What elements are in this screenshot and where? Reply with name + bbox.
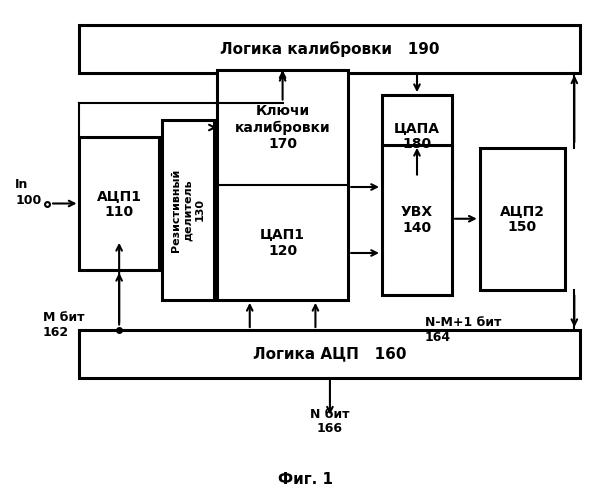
- Text: АЦП1
110: АЦП1 110: [97, 188, 142, 219]
- Bar: [79, 330, 580, 378]
- Bar: [382, 145, 452, 295]
- Text: Логика калибровки   190: Логика калибровки 190: [220, 41, 440, 56]
- Text: Резистивный
делитель
130: Резистивный делитель 130: [171, 168, 205, 252]
- Bar: [217, 70, 348, 300]
- Bar: [162, 120, 214, 300]
- Bar: [480, 148, 565, 290]
- Bar: [382, 95, 452, 178]
- Text: М бит
162: М бит 162: [43, 311, 84, 339]
- Bar: [79, 138, 159, 270]
- Text: ЦАП1
120: ЦАП1 120: [260, 228, 305, 258]
- Text: Ключи
калибровки
170: Ключи калибровки 170: [235, 104, 331, 151]
- Text: In
100: In 100: [15, 178, 42, 206]
- Bar: [79, 25, 580, 72]
- Text: УВХ
140: УВХ 140: [401, 205, 433, 235]
- Text: Фиг. 1: Фиг. 1: [278, 472, 333, 488]
- Text: АЦП2
150: АЦП2 150: [500, 204, 545, 234]
- Text: Логика АЦП   160: Логика АЦП 160: [253, 346, 407, 361]
- Text: ЦАПА
180: ЦАПА 180: [394, 121, 440, 152]
- Text: N бит
166: N бит 166: [310, 408, 349, 436]
- Text: N-M+1 бит
164: N-M+1 бит 164: [425, 316, 501, 344]
